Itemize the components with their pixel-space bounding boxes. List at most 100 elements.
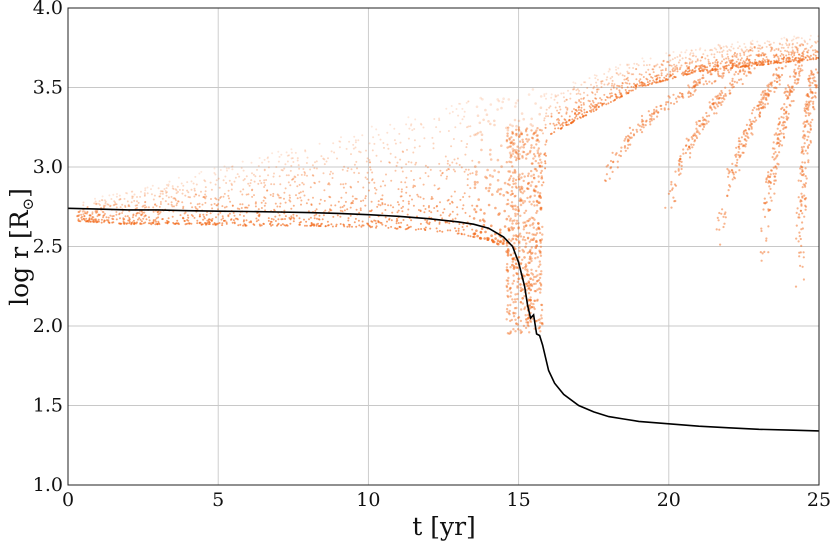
particle-point: [506, 304, 510, 307]
particle-point: [493, 119, 496, 123]
particle-point: [526, 251, 529, 255]
particle-point: [533, 155, 537, 158]
particle-point: [528, 331, 531, 334]
particle-point: [291, 157, 294, 160]
particle-point: [803, 161, 807, 164]
particle-point: [115, 203, 118, 206]
particle-point: [802, 43, 805, 46]
particle-point: [340, 196, 343, 199]
particle-point: [788, 88, 792, 91]
particle-point: [424, 228, 427, 231]
particle-point: [799, 57, 802, 60]
particle-point: [682, 152, 685, 155]
particle-point: [292, 177, 295, 180]
particle-point: [491, 193, 494, 196]
particle-point: [244, 224, 247, 227]
particle-point: [191, 206, 194, 209]
particle-point: [85, 217, 88, 220]
particle-point: [191, 215, 194, 218]
particle-point: [322, 214, 325, 217]
particle-point: [522, 150, 526, 154]
particle-point: [730, 45, 733, 48]
particle-point: [231, 165, 233, 168]
particle-point: [614, 66, 617, 69]
particle-point: [460, 166, 463, 169]
particle-point: [691, 55, 694, 57]
particle-point: [514, 132, 518, 136]
particle-point: [747, 62, 750, 65]
particle-point: [396, 227, 399, 230]
particle-point: [575, 89, 578, 92]
particle-point: [600, 82, 603, 85]
particle-point: [796, 47, 799, 50]
particle-point: [802, 44, 805, 47]
particle-point: [550, 96, 553, 99]
particle-point: [773, 158, 776, 161]
particle-point: [242, 188, 245, 191]
particle-point: [765, 180, 768, 184]
particle-point: [349, 185, 352, 188]
particle-point: [407, 137, 410, 140]
particle-point: [795, 237, 798, 240]
particle-point: [524, 263, 527, 266]
particle-point: [110, 198, 113, 200]
particle-point: [539, 321, 542, 324]
particle-point: [520, 188, 524, 191]
particle-point: [511, 150, 515, 153]
particle-point: [787, 46, 790, 49]
particle-point: [642, 126, 645, 129]
particle-point: [534, 282, 537, 285]
particle-point: [298, 167, 301, 170]
particle-point: [772, 166, 775, 169]
particle-point: [320, 155, 323, 158]
particle-point: [155, 204, 158, 207]
particle-point: [678, 68, 681, 71]
particle-point: [795, 211, 798, 214]
particle-point: [272, 195, 275, 198]
particle-point: [262, 222, 265, 225]
particle-point: [78, 210, 81, 213]
particle-point: [350, 202, 353, 205]
particle-point: [619, 72, 622, 75]
particle-point: [487, 189, 491, 193]
particle-point: [540, 303, 544, 307]
particle-point: [627, 134, 630, 137]
particle-point: [795, 224, 798, 227]
particle-point: [177, 200, 180, 203]
particle-point: [103, 214, 106, 217]
particle-point: [804, 103, 807, 106]
particle-point: [366, 157, 369, 160]
particle-point: [637, 123, 640, 126]
particle-point: [155, 220, 157, 223]
particle-point: [787, 53, 790, 56]
particle-point: [210, 219, 213, 222]
particle-point: [532, 282, 536, 286]
particle-point: [258, 175, 261, 178]
particle-point: [510, 136, 513, 139]
particle-point: [806, 93, 809, 96]
particle-point: [166, 191, 168, 194]
particle-point: [516, 235, 520, 238]
particle-point: [541, 323, 544, 326]
particle-point: [766, 40, 769, 43]
particle-point: [302, 168, 305, 170]
particle-point: [438, 221, 441, 224]
particle-point: [717, 101, 720, 104]
particle-point: [746, 62, 749, 65]
particle-point: [765, 239, 768, 242]
particle-point: [92, 216, 95, 219]
particle-point: [785, 110, 788, 113]
particle-point: [386, 220, 388, 223]
particle-point: [240, 207, 243, 209]
particle-point: [696, 129, 699, 132]
particle-point: [367, 222, 369, 225]
particle-point: [401, 210, 404, 213]
particle-point: [717, 94, 720, 97]
particle-point: [263, 169, 266, 172]
particle-point: [690, 49, 693, 52]
particle-point: [755, 61, 758, 64]
particle-point: [717, 43, 720, 46]
particle-point: [660, 72, 663, 75]
particle-point: [530, 169, 533, 173]
particle-point: [783, 112, 786, 115]
